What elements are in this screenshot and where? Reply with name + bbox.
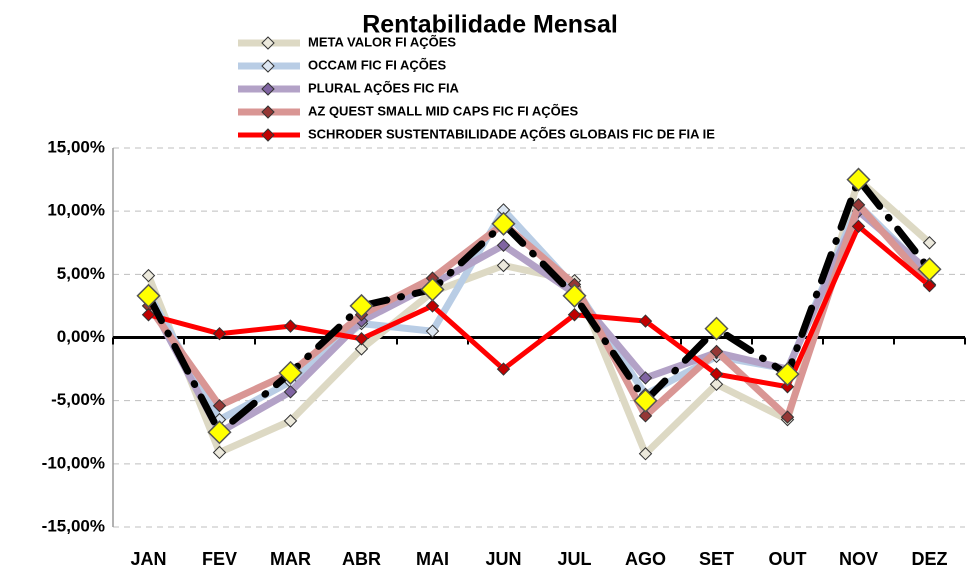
point-marker xyxy=(638,409,653,423)
point-marker xyxy=(922,278,937,293)
point-marker xyxy=(283,385,298,399)
series-line xyxy=(145,176,933,436)
point-marker xyxy=(496,238,511,252)
point-marker xyxy=(496,362,511,376)
point-marker xyxy=(562,283,587,308)
point-marker xyxy=(638,314,653,328)
point-marker xyxy=(709,344,724,359)
chart-title: Rentabilidade Mensal xyxy=(362,11,618,39)
legend-marker xyxy=(261,105,275,119)
x-tick-label: MAI xyxy=(416,549,449,569)
point-marker xyxy=(354,342,369,356)
point-marker xyxy=(212,327,227,341)
legend-marker xyxy=(261,82,275,96)
legend-label: META VALOR FI AÇÕES xyxy=(308,34,456,49)
point-marker xyxy=(567,308,582,322)
point-marker xyxy=(212,399,227,413)
legend-label: OCCAM FIC FI AÇÕES xyxy=(308,57,447,72)
point-marker xyxy=(638,371,653,385)
x-tick-label: AGO xyxy=(625,549,666,569)
legend-marker xyxy=(261,128,275,142)
point-marker xyxy=(917,257,942,282)
point-marker xyxy=(141,268,156,283)
point-marker xyxy=(420,277,445,302)
x-tick-label: SET xyxy=(699,549,734,569)
point-marker xyxy=(283,414,298,428)
point-marker xyxy=(349,293,374,318)
legend-marker xyxy=(261,36,275,50)
point-marker xyxy=(775,362,800,387)
y-tick-label: -10,00% xyxy=(42,453,105,472)
legend-label: AZ QUEST SMALL MID CAPS FIC FI AÇÕES xyxy=(308,103,578,118)
series-line xyxy=(146,223,932,390)
point-marker xyxy=(780,410,795,424)
x-tick-label: MAR xyxy=(270,549,311,569)
legend-marker xyxy=(261,59,275,73)
x-tick-label: JUN xyxy=(485,549,521,569)
point-marker xyxy=(212,445,227,460)
point-marker xyxy=(846,167,871,192)
point-marker xyxy=(491,211,516,236)
point-marker xyxy=(141,308,156,322)
x-tick-label: OUT xyxy=(769,549,807,569)
y-tick-label: -5,00% xyxy=(51,390,105,409)
y-tick-label: 5,00% xyxy=(57,264,105,283)
y-tick-label: 15,00% xyxy=(47,137,105,156)
point-marker xyxy=(136,283,161,308)
x-tick-label: DEZ xyxy=(912,549,948,569)
point-marker xyxy=(851,198,866,212)
x-tick-label: NOV xyxy=(839,549,878,569)
point-marker xyxy=(278,360,303,385)
point-marker xyxy=(638,447,653,461)
point-marker xyxy=(851,219,866,234)
point-marker xyxy=(709,367,724,381)
x-tick-label: FEV xyxy=(202,549,237,569)
point-marker xyxy=(704,316,729,341)
x-tick-label: ABR xyxy=(342,549,381,569)
x-tick-label: JUL xyxy=(557,549,591,569)
legend-label: PLURAL AÇÕES FIC FIA xyxy=(308,80,460,95)
y-tick-label: -15,00% xyxy=(42,516,105,535)
point-marker xyxy=(633,388,658,413)
legend-label: SCHRODER SUSTENTABILIDADE AÇÕES GLOBAIS … xyxy=(308,126,715,141)
point-marker xyxy=(922,236,937,250)
point-marker xyxy=(207,420,232,445)
point-marker xyxy=(780,380,795,394)
point-marker xyxy=(425,324,440,338)
point-marker xyxy=(496,258,511,273)
y-tick-label: 0,00% xyxy=(57,327,105,346)
x-tick-label: JAN xyxy=(130,549,166,569)
point-marker xyxy=(709,377,724,391)
point-marker xyxy=(283,319,298,333)
point-marker xyxy=(425,299,440,313)
series-line xyxy=(145,207,933,436)
point-marker xyxy=(354,332,369,346)
y-tick-label: 10,00% xyxy=(47,201,105,220)
